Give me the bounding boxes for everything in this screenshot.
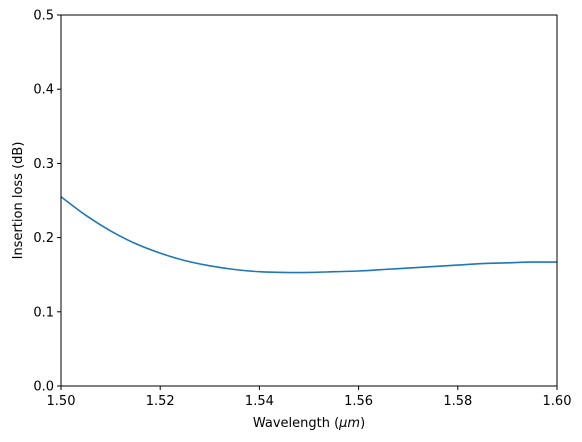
x-tick-label: 1.56 (344, 394, 373, 409)
x-tick-label: 1.58 (443, 394, 472, 409)
series-layer (60, 196, 558, 274)
y-tick-label: 0.0 (33, 380, 54, 395)
y-tick-label: 0.2 (33, 231, 54, 246)
y-axis-label: Insertion loss (dB) (11, 142, 26, 260)
x-tick-label: 1.60 (543, 394, 572, 409)
y-tick-label: 0.1 (33, 305, 54, 320)
y-tick-label: 0.5 (33, 9, 54, 24)
x-tick-label: 1.54 (245, 394, 274, 409)
series-line (60, 196, 558, 274)
plot-frame (60, 14, 558, 387)
y-tick-label: 0.3 (33, 157, 54, 172)
y-tick-label: 0.4 (33, 83, 54, 98)
x-axis-label: Wavelength (μm) (253, 416, 365, 431)
x-axis: 1.50 1.52 1.54 1.56 1.58 1.60 (47, 386, 572, 409)
y-axis: 0.0 0.1 0.2 0.3 0.4 0.5 (33, 9, 61, 395)
x-tick-label: 1.52 (146, 394, 175, 409)
x-tick-label: 1.50 (47, 394, 76, 409)
